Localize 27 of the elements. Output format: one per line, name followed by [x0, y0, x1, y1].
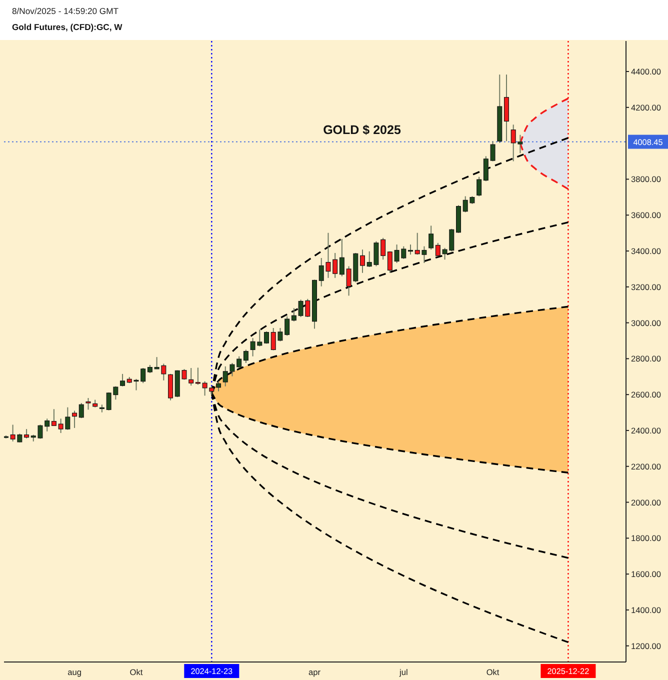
x-tick-label: Okt: [486, 667, 500, 677]
ref-line-label: 2024-12-23: [190, 667, 234, 676]
x-tick-label: jul: [398, 667, 408, 677]
x-tick-label: Okt: [130, 667, 144, 677]
y-tick-label: 1400.00: [631, 604, 662, 615]
y-tick-label: 2600.00: [631, 390, 662, 400]
x-tick-label: apr: [308, 667, 321, 677]
annotation: GOLD $ 2025: [323, 123, 401, 137]
y-tick-label: 3600.00: [631, 210, 662, 220]
y-tick-label: 4200.00: [631, 102, 662, 112]
y-tick-label: 3400.00: [631, 246, 662, 256]
x-tick-label: aug: [68, 667, 82, 677]
chart-subtitle: 8/Nov/2025 - 14:59:20 GMT: [12, 6, 120, 16]
chart-title: Gold Futures, (CFD):GC, W: [12, 22, 124, 32]
y-tick-label: 1800.00: [631, 533, 662, 544]
y-tick-label: 3000.00: [631, 318, 662, 328]
y-tick-label: 2200.00: [631, 461, 662, 472]
ref-line-label: 2025-12-22: [547, 667, 590, 676]
y-tick-label: 2000.00: [631, 497, 662, 508]
y-tick-label: 2800.00: [631, 354, 662, 364]
y-tick-label: 3200.00: [631, 282, 662, 292]
ref-line-label: 4008.45: [633, 138, 664, 147]
y-tick-label: 4400.00: [631, 66, 662, 77]
y-tick-label: 3800.00: [631, 174, 662, 184]
y-tick-label: 1600.00: [631, 569, 662, 580]
y-tick-label: 2400.00: [631, 425, 662, 436]
y-tick-label: 1200.00: [631, 640, 662, 651]
